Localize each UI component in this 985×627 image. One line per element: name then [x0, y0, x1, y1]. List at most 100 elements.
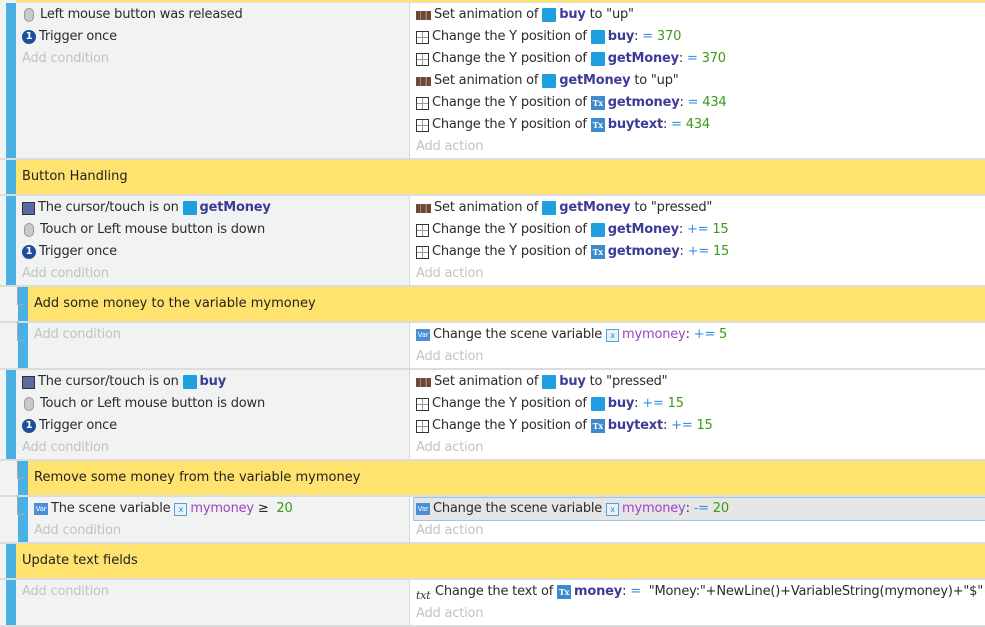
condition[interactable]: The cursor/touch is on buy — [22, 371, 409, 393]
tree-gutter — [0, 196, 6, 285]
add-action-button[interactable]: Add action — [416, 606, 484, 621]
text: : — [678, 51, 688, 66]
condition[interactable]: The cursor/touch is on getMoney — [22, 197, 409, 219]
position-icon — [416, 30, 429, 44]
position-icon — [416, 245, 429, 259]
add-condition-button[interactable]: Add condition — [34, 523, 121, 538]
add-condition-button[interactable]: Add condition — [34, 327, 121, 342]
object-name: getmoney — [607, 244, 680, 259]
event-bar[interactable] — [18, 497, 28, 542]
comment-text[interactable]: Remove some money from the variable mymo… — [28, 461, 985, 495]
comment-row[interactable]: Add some money to the variable mymoney — [0, 287, 985, 323]
add-condition-button[interactable]: Add condition — [22, 584, 109, 599]
condition[interactable]: 1 Trigger once — [22, 415, 409, 437]
text-object-icon: Tx — [590, 245, 605, 259]
action[interactable]: Change the Y position of getMoney: += 15 — [416, 219, 985, 241]
action[interactable]: Change the Y position of Tx getmoney: += … — [416, 241, 985, 263]
animation-icon — [416, 10, 431, 20]
event-bar[interactable] — [6, 370, 16, 459]
text: Change the Y position of — [432, 222, 591, 237]
event-bar[interactable] — [6, 3, 16, 158]
comment-row[interactable]: Update text fields — [0, 544, 985, 580]
add-condition-button[interactable]: Add condition — [22, 51, 109, 66]
text: Set animation of — [434, 374, 543, 389]
add-action-button[interactable]: Add action — [416, 523, 484, 538]
object-name: getMoney — [607, 222, 679, 237]
sprite-icon — [590, 223, 605, 237]
sprite-icon — [590, 52, 605, 66]
event-bar[interactable] — [6, 196, 16, 285]
text: Change the Y position of — [432, 396, 591, 411]
action[interactable]: txt Change the text of Tx money: = "Money:… — [416, 581, 985, 603]
condition[interactable]: 1 Trigger once — [22, 241, 409, 263]
action[interactable]: Change the Y position of Tx buytext: = 43… — [416, 114, 985, 136]
text: Trigger once — [39, 418, 117, 433]
event-row: Var The scene variable x mymoney ≥ 20 Add c… — [0, 495, 985, 544]
object-name: buytext — [607, 418, 663, 433]
tree-gutter — [0, 323, 6, 368]
add-action-button[interactable]: Add action — [416, 440, 484, 455]
comment-row[interactable]: Remove some money from the variable mymo… — [0, 461, 985, 497]
condition[interactable]: 1 Trigger once — [22, 26, 409, 48]
add-action-button[interactable]: Add action — [416, 349, 484, 364]
actions-column: Var Change the scene variable x mymoney: -… — [410, 497, 985, 542]
action[interactable]: Var Change the scene variable x mymoney: +… — [416, 324, 985, 346]
tree-gutter — [0, 580, 6, 625]
operator: += — [687, 222, 709, 237]
add-action-button[interactable]: Add action — [416, 139, 484, 154]
condition[interactable]: Touch or Left mouse button is down — [22, 393, 409, 415]
tree-gutter — [0, 544, 6, 578]
sprite-icon — [590, 30, 605, 44]
action[interactable]: Change the Y position of getMoney: = 370 — [416, 48, 985, 70]
conditions-column: Left mouse button was released 1 Trigger o… — [16, 3, 410, 158]
action[interactable]: Set animation of buy to "pressed" — [416, 371, 985, 393]
actions-column: Set animation of getMoney to "pressed" Ch… — [410, 196, 985, 285]
condition[interactable]: Var The scene variable x mymoney ≥ 20 — [34, 498, 409, 520]
value: 15 — [709, 244, 730, 259]
event-bar[interactable] — [6, 580, 16, 625]
event-bar[interactable] — [18, 323, 28, 368]
add-condition-button[interactable]: Add condition — [22, 440, 109, 455]
object-name: buy — [607, 29, 635, 44]
text: : — [663, 418, 672, 433]
action[interactable]: Set animation of buy to "up" — [416, 4, 985, 26]
action[interactable]: Change the Y position of buy: = 370 — [416, 26, 985, 48]
action[interactable]: Change the Y position of Tx buytext: += 1… — [416, 415, 985, 437]
txt-icon: txt — [416, 589, 431, 602]
add-condition-button[interactable]: Add condition — [22, 266, 109, 281]
text: : — [634, 29, 643, 44]
text: : — [685, 327, 694, 342]
variable-ref-icon: x — [606, 328, 620, 342]
text: : — [685, 501, 694, 516]
comment-text[interactable]: Button Handling — [16, 160, 985, 194]
comment-text[interactable]: Update text fields — [16, 544, 985, 578]
operator: += — [687, 244, 710, 259]
action[interactable]: Set animation of getMoney to "up" — [416, 70, 985, 92]
animation-icon — [416, 203, 431, 213]
action[interactable]: Set animation of getMoney to "pressed" — [416, 197, 985, 219]
action[interactable]: Change the Y position of buy: += 15 — [416, 393, 985, 415]
comment-row[interactable]: Button Handling — [0, 160, 985, 196]
text: Set animation of — [434, 73, 543, 88]
add-action-button[interactable]: Add action — [416, 266, 484, 281]
variable-icon: Var — [416, 329, 430, 341]
position-icon — [416, 419, 429, 433]
event-bar[interactable] — [6, 160, 16, 194]
action[interactable]: Change the Y position of Tx getmoney: = 4… — [416, 92, 985, 114]
object-name: buy — [199, 374, 227, 389]
action[interactable]: Var Change the scene variable x mymoney: -… — [413, 497, 985, 521]
cursor-icon — [22, 375, 35, 389]
trigger-once-icon: 1 — [22, 245, 36, 259]
value: 15 — [708, 222, 729, 237]
animation-icon — [416, 76, 431, 86]
event-bar[interactable] — [6, 544, 16, 578]
indent — [6, 323, 18, 368]
text: Change the text of — [435, 584, 558, 599]
comment-text[interactable]: Add some money to the variable mymoney — [28, 287, 985, 321]
text: Change the Y position of — [432, 29, 591, 44]
condition[interactable]: Touch or Left mouse button is down — [22, 219, 409, 241]
text: to "pressed" — [585, 374, 668, 389]
text: Set animation of — [434, 7, 543, 22]
condition[interactable]: Left mouse button was released — [22, 4, 409, 26]
text: : — [679, 95, 688, 110]
